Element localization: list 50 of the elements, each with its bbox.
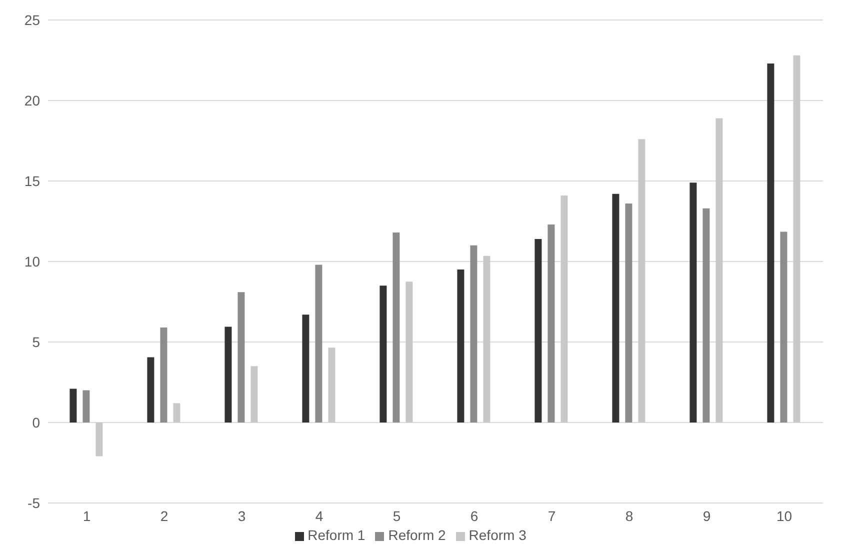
bar [250, 366, 258, 422]
bar [392, 232, 400, 422]
bar [328, 348, 336, 422]
bar [96, 422, 103, 456]
bar [716, 118, 723, 422]
bar [238, 292, 245, 422]
bar [70, 388, 77, 422]
bar [147, 357, 154, 422]
x-tick-label: 6 [470, 508, 478, 524]
x-tick-label: 5 [392, 508, 401, 524]
bar [780, 232, 788, 422]
y-tick-label: 0 [32, 414, 40, 430]
y-tick-label: 20 [24, 92, 40, 108]
legend-label: Reform 1 [308, 527, 366, 543]
bar [406, 282, 413, 422]
x-tick-label: 10 [776, 508, 792, 524]
x-tick-label: 3 [238, 508, 246, 524]
bar [160, 328, 168, 422]
x-tick-label: 4 [315, 508, 324, 524]
bar [380, 286, 387, 422]
y-tick-label: 10 [24, 253, 40, 270]
bar [767, 63, 774, 422]
x-tick-label: 8 [625, 508, 634, 524]
bar [534, 238, 542, 422]
y-tick-label: 25 [24, 12, 40, 28]
legend-label: Reform 2 [388, 527, 446, 543]
bar [638, 139, 646, 422]
x-tick-label: 9 [702, 508, 711, 524]
bar [560, 195, 568, 422]
bar [702, 208, 710, 422]
bar [315, 264, 322, 422]
x-tick-label: 1 [82, 508, 91, 524]
y-tick-label: 5 [32, 334, 40, 350]
bar [483, 256, 490, 422]
bar [302, 314, 310, 422]
bar [690, 182, 697, 422]
x-tick-label: 7 [548, 508, 556, 524]
bar [457, 270, 464, 422]
bar [612, 194, 620, 422]
y-tick-label: -5 [28, 494, 40, 511]
bar [224, 326, 232, 422]
bar [793, 55, 800, 422]
bar [548, 224, 555, 422]
x-tick-label: 2 [160, 508, 168, 524]
y-tick-label: 15 [24, 172, 40, 189]
bar [625, 204, 632, 422]
bar [82, 390, 90, 422]
legend-label: Reform 3 [468, 527, 526, 543]
bar [173, 403, 180, 422]
bar [470, 245, 478, 422]
